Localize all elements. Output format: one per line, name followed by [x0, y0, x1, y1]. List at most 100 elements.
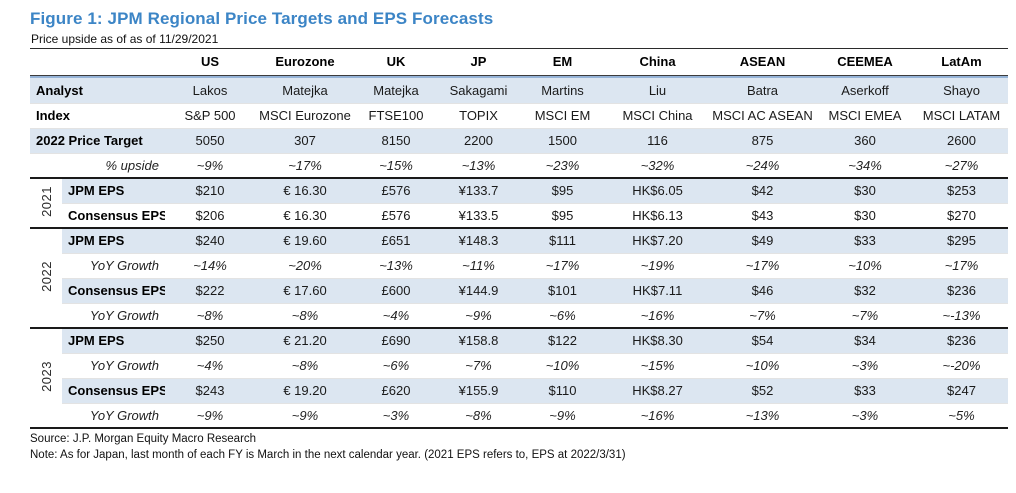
data-cell: ~17%: [255, 153, 355, 179]
year-label-2021: 2021: [30, 177, 62, 229]
data-cell: ~6%: [520, 303, 605, 329]
data-cell: Aserkoff: [815, 78, 915, 104]
year-text: 2022: [38, 261, 54, 292]
year-text: 2023: [38, 361, 54, 392]
forecast-table: US Eurozone UK JP EM China ASEAN CEEMEA LatAm An…: [30, 49, 1008, 429]
data-cell: ~9%: [255, 403, 355, 429]
section-row: 2023 JPM EPS $250 € 21.20 £690 ¥158.8 $122 HK$8…: [30, 327, 1008, 429]
data-cell: $236: [915, 327, 1008, 354]
data-cell: MSCI AC ASEAN: [710, 103, 815, 129]
data-cell: ~13%: [437, 153, 520, 179]
section-row: YoY Growth ~4% ~8% ~6% ~7% ~10% ~15% ~10% ~3% ~-2…: [30, 353, 1008, 379]
row-label: Consensus EPS: [62, 278, 165, 304]
data-cell: 5050: [165, 128, 255, 154]
data-cell: Sakagami: [437, 78, 520, 104]
data-cell: $295: [915, 227, 1008, 254]
header-accent-row: [30, 75, 1008, 78]
data-cell: $111: [520, 227, 605, 254]
data-cell: Lakos: [165, 78, 255, 104]
data-cell: $95: [520, 203, 605, 229]
data-cell: $54: [710, 327, 815, 354]
data-cell: Matejka: [255, 78, 355, 104]
data-cell: FTSE100: [355, 103, 437, 129]
data-cell: MSCI China: [605, 103, 710, 129]
data-cell: MSCI EMEA: [815, 103, 915, 129]
data-cell: HK$7.20: [605, 227, 710, 254]
row-label: YoY Growth: [62, 403, 165, 429]
column-header-china: China: [605, 49, 710, 76]
data-cell: ~8%: [165, 303, 255, 329]
data-cell: Shayo: [915, 78, 1008, 104]
column-header-ceemea: CEEMEA: [815, 49, 915, 76]
data-cell: ~13%: [355, 253, 437, 279]
data-cell: ~-13%: [915, 303, 1008, 329]
data-cell: $95: [520, 177, 605, 204]
data-cell: Martins: [520, 78, 605, 104]
year-text: 2021: [38, 186, 54, 217]
data-cell: $46: [710, 278, 815, 304]
info-row: % upside ~9% ~17% ~15% ~13% ~23% ~32% ~24% ~34% ~…: [30, 153, 1008, 179]
section-row: Consensus EPS $206 € 16.30 £576 ¥133.5 $95 HK$…: [30, 203, 1008, 229]
data-cell: ¥155.9: [437, 378, 520, 404]
data-cell: Matejka: [355, 78, 437, 104]
data-cell: ~24%: [710, 153, 815, 179]
info-row: Index S&P 500 MSCI Eurozone FTSE100 TOPIX MSC…: [30, 103, 1008, 129]
data-cell: € 17.60: [255, 278, 355, 304]
data-cell: ~32%: [605, 153, 710, 179]
section-row: YoY Growth ~14% ~20% ~13% ~11% ~17% ~19% ~17% ~1…: [30, 253, 1008, 279]
page-subtitle: Price upside as of as of 11/29/2021: [31, 32, 219, 46]
data-cell: $33: [815, 378, 915, 404]
info-row: Analyst Lakos Matejka Matejka Sakagami Martin…: [30, 78, 1008, 104]
data-cell: $33: [815, 227, 915, 254]
data-cell: ~8%: [255, 353, 355, 379]
data-cell: ~14%: [165, 253, 255, 279]
data-cell: ~17%: [710, 253, 815, 279]
section-row: 2021 JPM EPS $210 € 16.30 £576 ¥133.7 $95 HK$6.…: [30, 177, 1008, 229]
data-cell: ~17%: [520, 253, 605, 279]
data-cell: 875: [710, 128, 815, 154]
data-cell: € 16.30: [255, 203, 355, 229]
data-cell: $30: [815, 203, 915, 229]
row-label: JPM EPS: [62, 327, 165, 354]
data-cell: $52: [710, 378, 815, 404]
column-header-eurozone: Eurozone: [255, 49, 355, 76]
data-cell: ~9%: [520, 403, 605, 429]
data-cell: ~9%: [437, 303, 520, 329]
data-cell: ~7%: [815, 303, 915, 329]
data-cell: ~3%: [815, 403, 915, 429]
data-cell: ~16%: [605, 403, 710, 429]
data-cell: 360: [815, 128, 915, 154]
data-cell: ¥158.8: [437, 327, 520, 354]
data-cell: ~3%: [355, 403, 437, 429]
data-cell: ~10%: [710, 353, 815, 379]
data-cell: £576: [355, 177, 437, 204]
data-cell: ¥144.9: [437, 278, 520, 304]
data-cell: $250: [165, 327, 255, 354]
data-cell: $243: [165, 378, 255, 404]
data-cell: HK$8.30: [605, 327, 710, 354]
data-cell: ~10%: [520, 353, 605, 379]
data-cell: ~16%: [605, 303, 710, 329]
data-cell: $222: [165, 278, 255, 304]
data-cell: $30: [815, 177, 915, 204]
data-cell: 2200: [437, 128, 520, 154]
data-cell: $122: [520, 327, 605, 354]
data-cell: MSCI EM: [520, 103, 605, 129]
section-row: Consensus EPS $222 € 17.60 £600 ¥144.9 $101 HK…: [30, 278, 1008, 304]
data-cell: $240: [165, 227, 255, 254]
corner-cell: [30, 49, 165, 76]
row-label: 2022 Price Target: [30, 128, 165, 154]
data-cell: € 19.60: [255, 227, 355, 254]
row-label: Consensus EPS: [62, 203, 165, 229]
row-label: YoY Growth: [62, 253, 165, 279]
data-cell: $42: [710, 177, 815, 204]
year-label-2023: 2023: [30, 327, 62, 429]
data-cell: MSCI Eurozone: [255, 103, 355, 129]
data-cell: $101: [520, 278, 605, 304]
data-cell: $43: [710, 203, 815, 229]
data-cell: 307: [255, 128, 355, 154]
data-cell: ~5%: [915, 403, 1008, 429]
data-cell: ~15%: [355, 153, 437, 179]
column-header-us: US: [165, 49, 255, 76]
section-row: Consensus EPS $243 € 19.20 £620 ¥155.9 $110 HK…: [30, 378, 1008, 404]
